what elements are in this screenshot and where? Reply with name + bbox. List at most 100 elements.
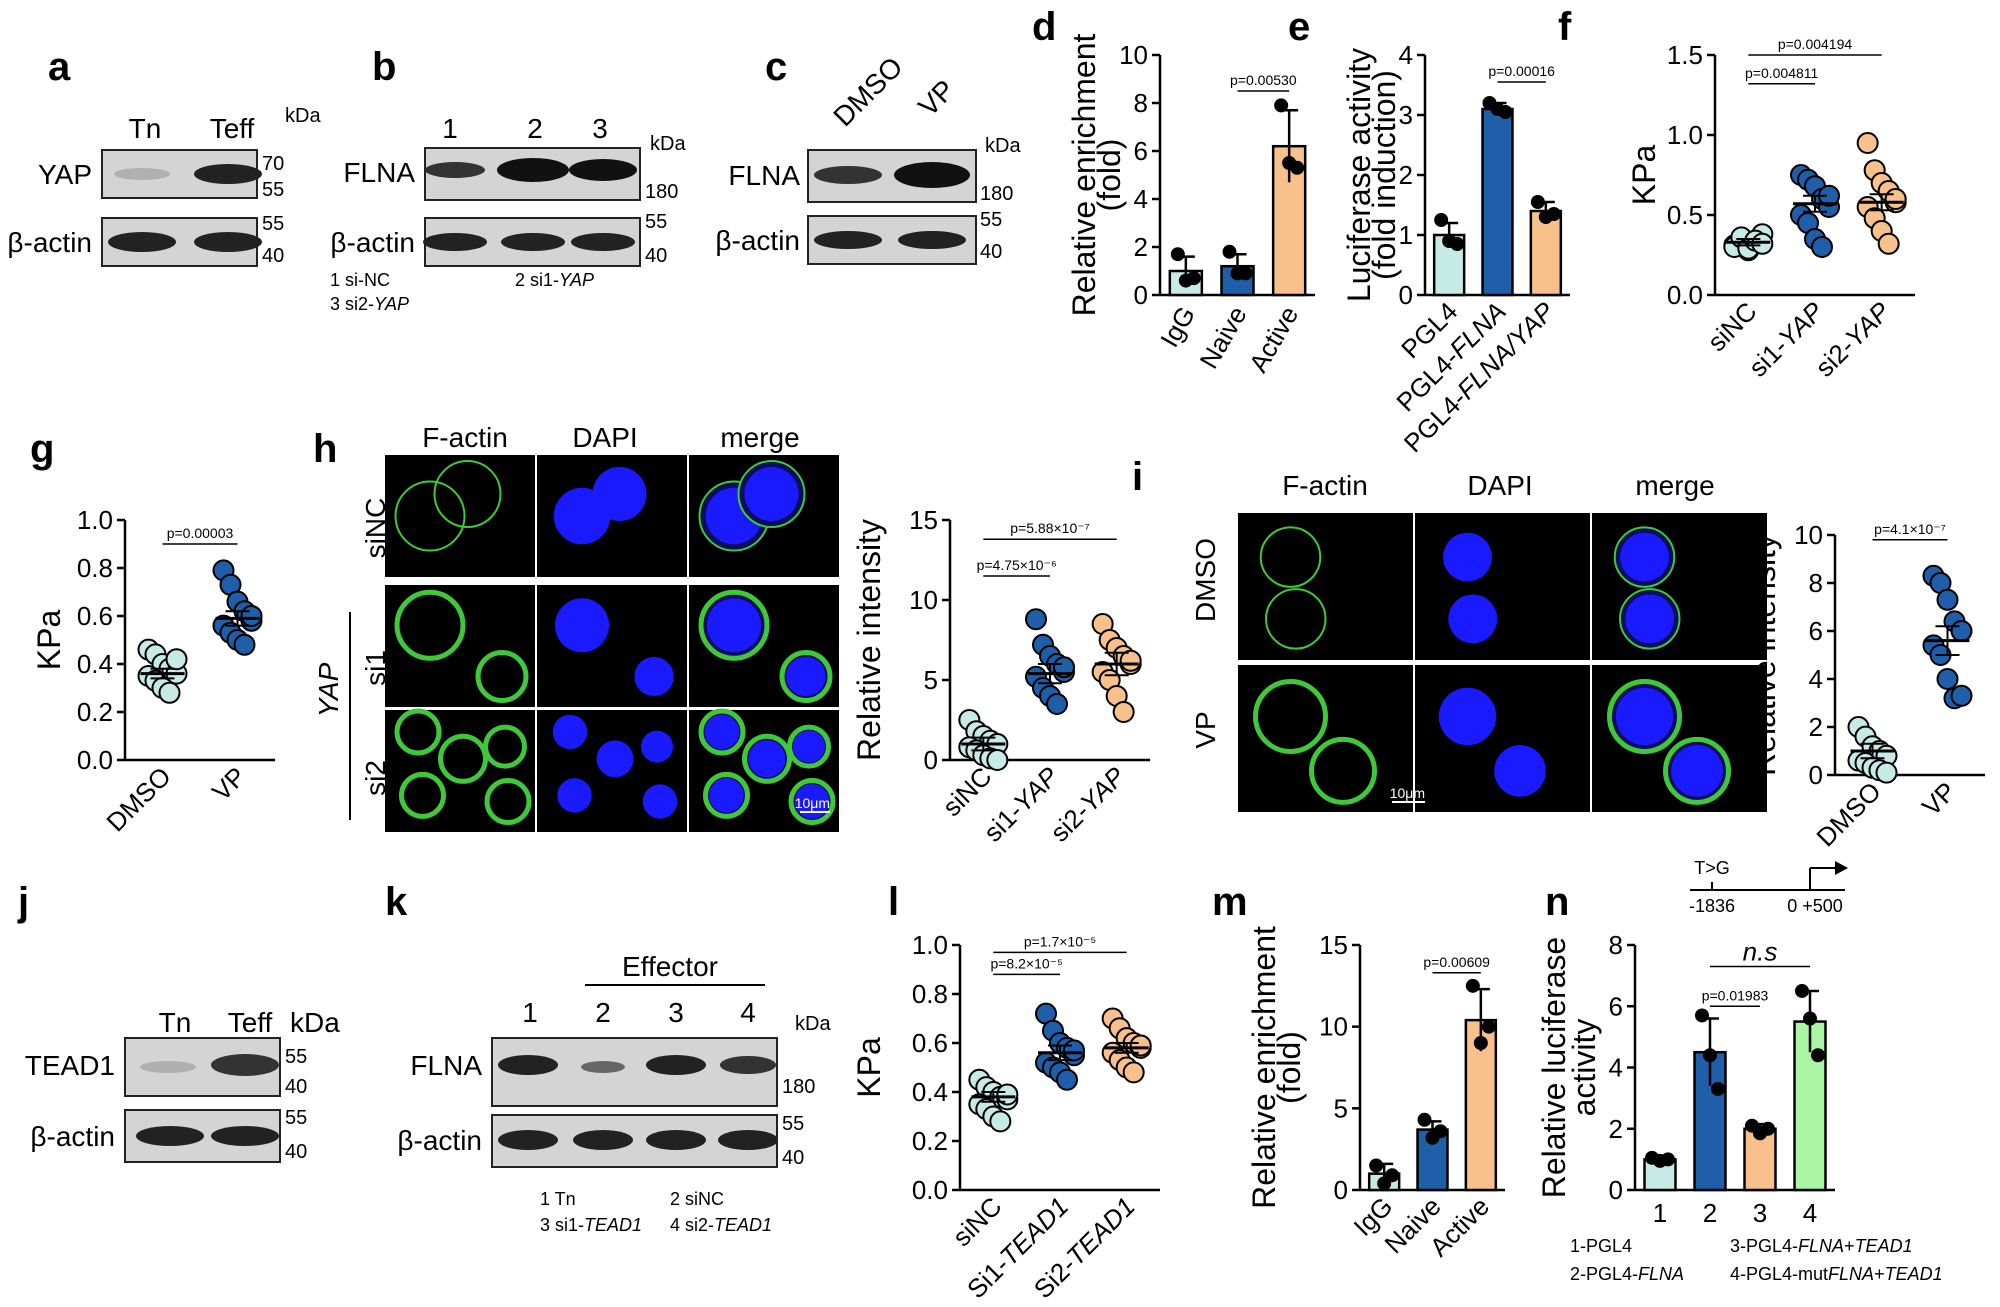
micro-tile: [689, 708, 839, 832]
band: [569, 159, 637, 181]
data-point: [1481, 1019, 1496, 1034]
band: [425, 162, 485, 178]
kda-label: kDa: [650, 133, 686, 155]
micro-tile: [1238, 665, 1413, 812]
cell-nucleus: [1448, 594, 1498, 644]
cell-nucleus: [1620, 532, 1669, 582]
row-label-yap: YAP: [38, 159, 92, 190]
data-point: [1875, 761, 1898, 784]
micro-tile: [1415, 665, 1590, 812]
data-point: [1877, 232, 1900, 255]
band: [498, 1055, 558, 1075]
y-tick-label: 3: [1399, 100, 1413, 130]
band: [211, 1126, 279, 1146]
lane-label-teff: Teff: [210, 113, 255, 144]
y-tick-label: 0.6: [912, 1028, 948, 1058]
panel-label-f: f: [1558, 5, 1572, 49]
panel-label-b: b: [372, 45, 396, 89]
x-tick-label: 2: [1703, 1198, 1717, 1228]
micro-tile: [537, 710, 687, 832]
data-point: [989, 1110, 1012, 1133]
p-value-label: p=5.88×10⁻⁷: [1010, 520, 1089, 536]
y-tick-label: 5: [924, 665, 938, 695]
cell-membrane: [1259, 526, 1322, 588]
blot-k: Effector 1 2 3 4 kDa FLNA 180 β-actin 55…: [397, 951, 831, 1235]
chart-f: 0.00.51.01.5KPasiNCsi1-YAPsi2-YAPp=0.004…: [1626, 36, 1915, 383]
data-point: [996, 1083, 1019, 1106]
data-point: [1112, 701, 1135, 723]
y-tick-label: 0.5: [1667, 200, 1703, 230]
microscopy-h: F-actin DAPI merge siNC si1 si2 YAP 10μm: [313, 422, 839, 832]
col-label: F-actin: [422, 422, 508, 453]
y-tick-label: 0.2: [912, 1126, 948, 1156]
tile-background: [385, 585, 535, 707]
data-point: [1936, 588, 1959, 611]
data-point: [1751, 232, 1774, 255]
band: [114, 168, 170, 180]
y-tick-label: 0.2: [77, 697, 113, 727]
lane-label-dmso: DMSO: [827, 51, 908, 132]
microscopy-i: F-actin DAPI merge DMSO VP 10μm: [1190, 470, 1767, 812]
marker-40: 40: [285, 1076, 307, 1098]
data-point: [1530, 195, 1545, 209]
col-label: merge: [720, 422, 799, 453]
marker-55: 55: [980, 209, 1002, 231]
pos-left: -1836: [1689, 896, 1735, 916]
micro-tile: [537, 455, 687, 577]
y-tick-label: 8: [1809, 568, 1823, 598]
cell-nucleus: [744, 466, 799, 522]
cell-nucleus: [1494, 745, 1546, 797]
bar: [1481, 107, 1514, 297]
y-tick-label: 2: [1609, 1114, 1623, 1144]
kda-label: kDa: [290, 1007, 340, 1038]
y-tick-label: 15: [1319, 930, 1348, 960]
cell-nucleus: [642, 784, 678, 819]
marker-55: 55: [285, 1107, 307, 1129]
cell-nucleus: [641, 730, 673, 763]
y-axis-label: Relative intensity: [1746, 534, 1782, 776]
panel-label-l: l: [888, 880, 899, 924]
blot-a: Tn Teff kDa YAP 70 55 β-actin 55 40: [7, 105, 321, 267]
y-tick-label: 6: [1134, 136, 1148, 166]
p-value-label: n.s: [1743, 936, 1778, 966]
p-value-label: p=0.00530: [1230, 72, 1297, 88]
marker-40: 40: [645, 245, 667, 267]
p-value-label: p=0.00016: [1488, 63, 1555, 79]
marker-70: 70: [262, 153, 284, 175]
y-tick-label: 10: [1794, 520, 1823, 550]
data-point: [1936, 668, 1959, 690]
cell-nucleus: [706, 598, 762, 653]
tile-background: [1238, 513, 1413, 660]
data-point: [1119, 649, 1142, 672]
micro-tile: [385, 585, 535, 707]
blot-b: 1 2 3 kDa FLNA 180 β-actin 55 40 1 si-NC…: [330, 113, 686, 314]
data-point: [1170, 247, 1185, 262]
y-axis-label: Relative enrichment: [1246, 926, 1282, 1209]
y-tick-label: 1.0: [77, 505, 113, 535]
band: [646, 1055, 706, 1075]
data-point: [986, 749, 1009, 771]
cell-nucleus: [793, 730, 825, 763]
p-value-label: p=0.00003: [167, 525, 234, 541]
cell-membrane: [394, 589, 466, 661]
band: [140, 1061, 196, 1073]
chart-e: 0 1 2 3 4 Luciferase activity(fold induction)…: [1341, 40, 1570, 458]
data-point: [1063, 1039, 1085, 1062]
data-point: [1274, 98, 1289, 113]
micro-tile: [385, 708, 535, 832]
blot-legend: 1 si-NC 2 si1-YAP 3 si2-YAP: [330, 270, 599, 314]
micro-tile: [1592, 513, 1767, 660]
y-axis-label: (fold): [1271, 1031, 1307, 1104]
row-label-actin: β-actin: [30, 1121, 115, 1152]
data-point: [1465, 978, 1480, 993]
data-point: [1711, 1081, 1725, 1096]
band: [894, 162, 970, 188]
y-tick-label: 5: [1334, 1093, 1348, 1123]
lane-label: 1: [442, 113, 458, 144]
panel-label-c: c: [765, 45, 787, 89]
micro-tile: [1238, 513, 1413, 660]
lane-label: 3: [668, 997, 684, 1028]
band: [573, 1130, 633, 1150]
